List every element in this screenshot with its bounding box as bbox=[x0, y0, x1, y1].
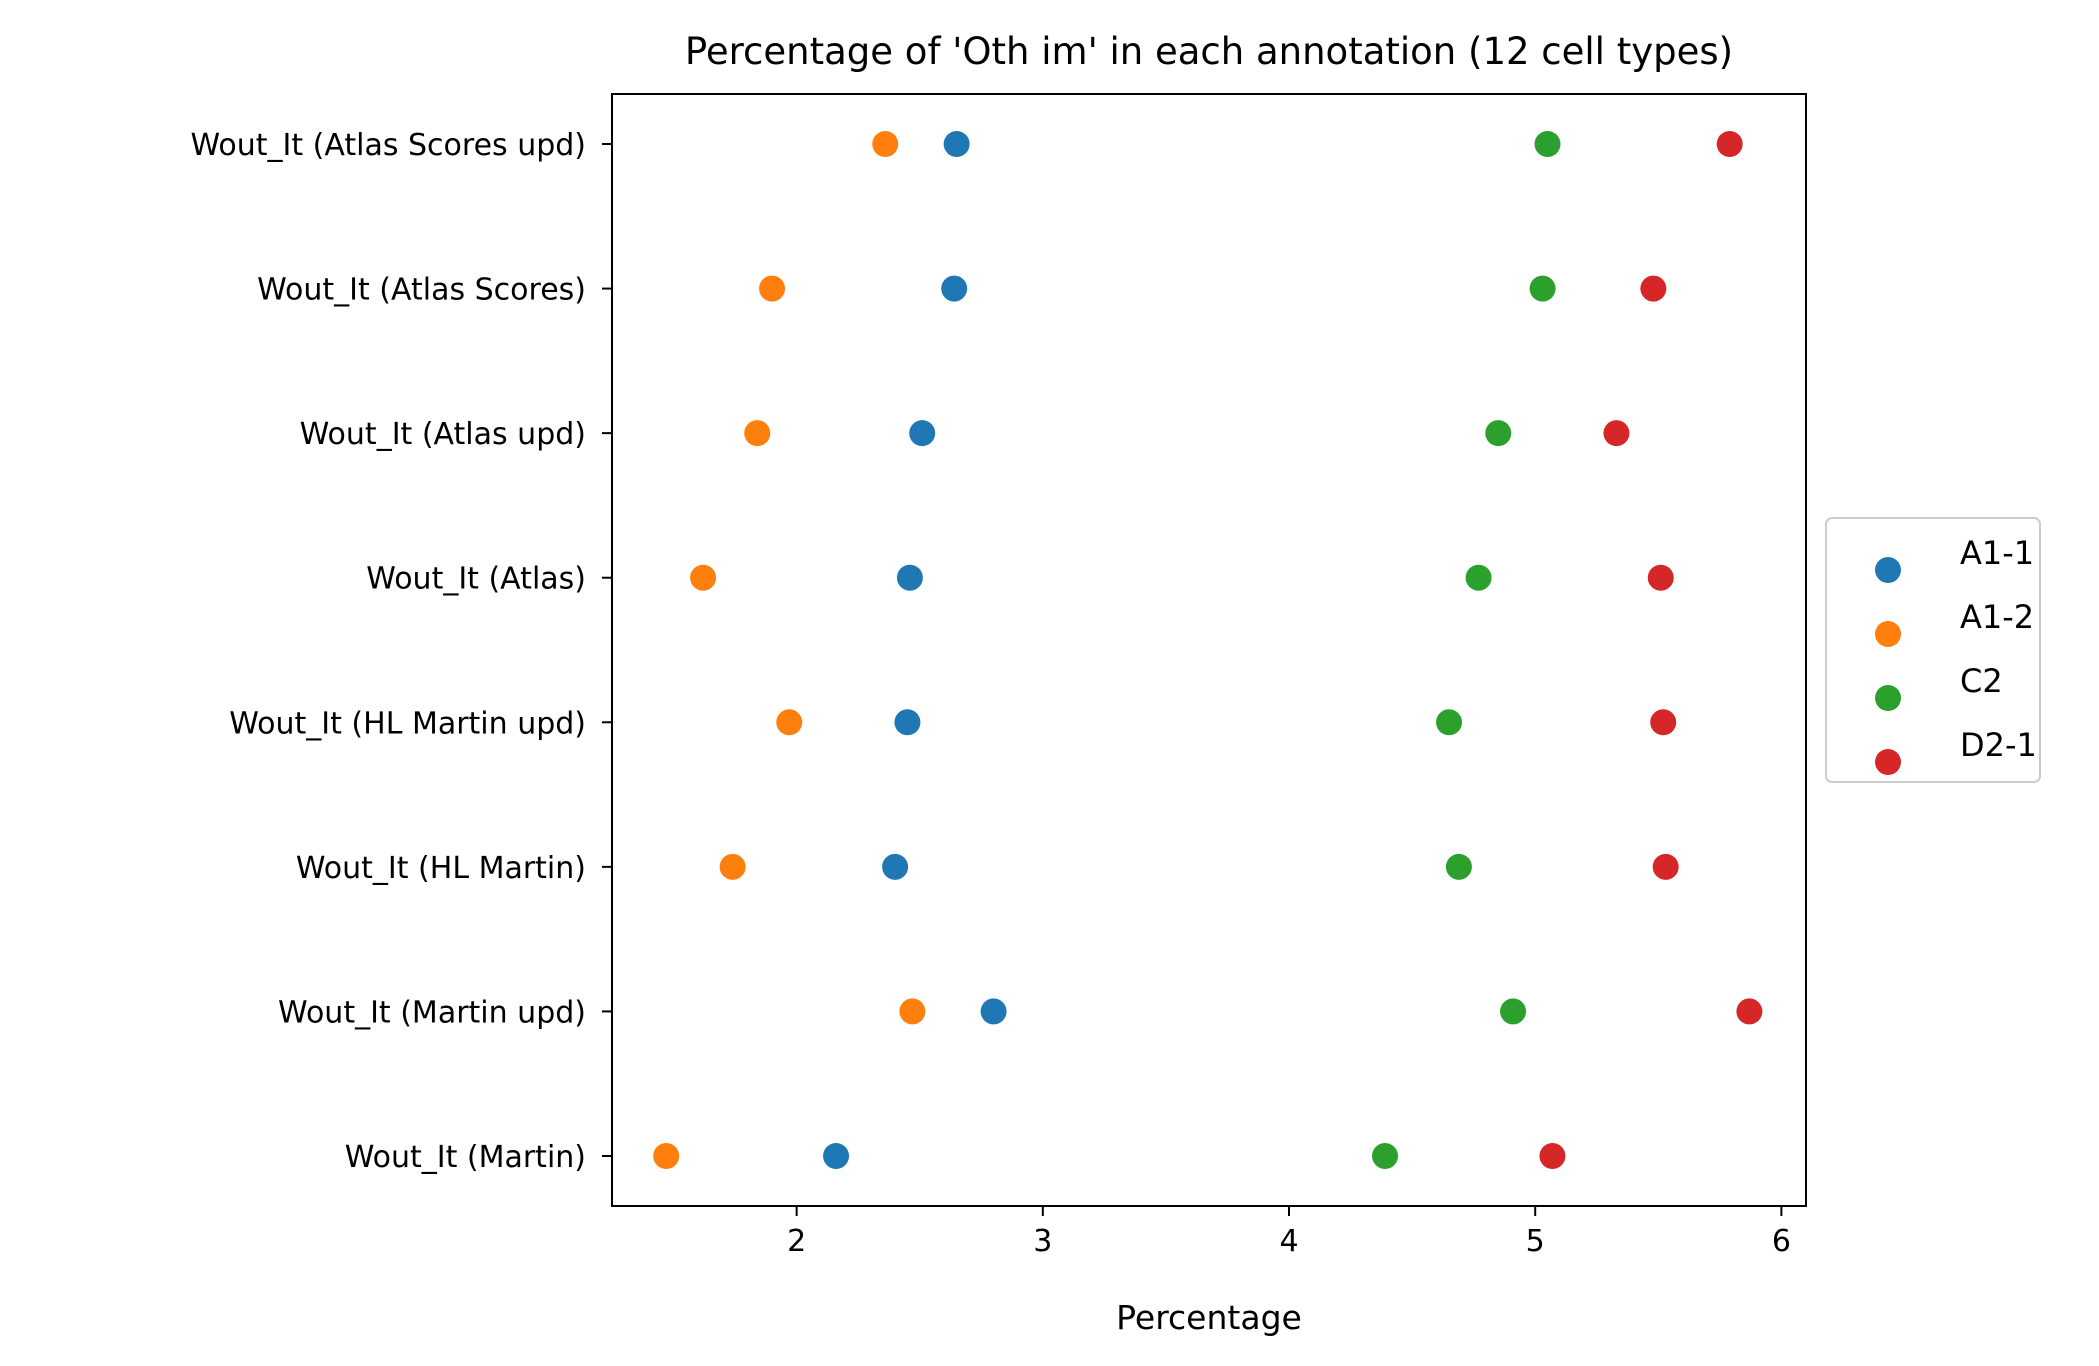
data-point-d2-1 bbox=[1650, 709, 1677, 736]
y-tick-label: Wout_It (Atlas Scores upd) bbox=[190, 128, 586, 163]
data-point-a1-2 bbox=[899, 998, 926, 1025]
data-point-a1-1 bbox=[882, 853, 909, 880]
legend-label: C2 bbox=[1960, 662, 2003, 700]
data-point-a1-1 bbox=[823, 1143, 850, 1169]
data-point-a1-2 bbox=[872, 131, 899, 157]
data-point-c2 bbox=[1485, 420, 1512, 447]
y-tick-label: Wout_It (Martin) bbox=[345, 1140, 586, 1175]
data-point-d2-1 bbox=[1736, 998, 1763, 1025]
data-point-d2-1 bbox=[1647, 564, 1674, 591]
data-point-c2 bbox=[1465, 564, 1492, 591]
y-tick-label: Wout_It (Atlas) bbox=[366, 562, 586, 597]
data-point-d2-1 bbox=[1716, 131, 1743, 157]
y-tick-label: Wout_It (Martin upd) bbox=[278, 995, 586, 1030]
x-tick-label: 3 bbox=[1033, 1224, 1052, 1259]
legend-label: A1-1 bbox=[1960, 534, 2034, 572]
data-point-c2 bbox=[1500, 998, 1527, 1025]
x-axis-label: Percentage bbox=[1116, 1298, 1302, 1337]
y-tick-label: Wout_It (Atlas upd) bbox=[300, 417, 586, 452]
data-point-c2 bbox=[1534, 131, 1561, 157]
legend-marker-c2 bbox=[1875, 685, 1901, 711]
plot-frame bbox=[611, 93, 1807, 1207]
legend-label: A1-2 bbox=[1960, 598, 2034, 636]
x-tick-label: 5 bbox=[1526, 1224, 1545, 1259]
y-tick-label: Wout_It (HL Martin) bbox=[296, 851, 586, 886]
y-tick-label: Wout_It (Atlas Scores) bbox=[257, 273, 586, 308]
data-point-a1-2 bbox=[653, 1143, 680, 1169]
data-point-a1-1 bbox=[909, 420, 936, 447]
y-tick-label: Wout_It (HL Martin upd) bbox=[229, 706, 586, 741]
data-point-d2-1 bbox=[1603, 420, 1630, 447]
data-point-c2 bbox=[1445, 853, 1472, 880]
data-point-a1-2 bbox=[690, 564, 717, 591]
data-point-d2-1 bbox=[1539, 1143, 1566, 1169]
data-point-c2 bbox=[1529, 275, 1556, 302]
x-tick-label: 6 bbox=[1772, 1224, 1791, 1259]
data-point-a1-2 bbox=[719, 853, 746, 880]
x-tick-label: 2 bbox=[787, 1224, 806, 1259]
legend-marker-a1-1 bbox=[1875, 557, 1901, 583]
data-point-a1-1 bbox=[980, 998, 1007, 1025]
data-point-a1-1 bbox=[941, 275, 968, 302]
data-point-a1-2 bbox=[776, 709, 803, 736]
data-point-d2-1 bbox=[1640, 275, 1667, 302]
data-point-c2 bbox=[1436, 709, 1463, 736]
data-point-a1-2 bbox=[744, 420, 771, 447]
data-point-a1-2 bbox=[759, 275, 786, 302]
data-point-c2 bbox=[1372, 1143, 1399, 1169]
x-tick-label: 4 bbox=[1279, 1224, 1298, 1259]
legend-marker-a1-2 bbox=[1875, 621, 1901, 647]
legend-marker-d2-1 bbox=[1875, 749, 1901, 775]
data-point-a1-1 bbox=[894, 709, 921, 736]
data-point-a1-1 bbox=[943, 131, 970, 157]
chart-title: Percentage of 'Oth im' in each annotatio… bbox=[685, 30, 1733, 73]
legend-box bbox=[1825, 517, 2041, 783]
data-point-d2-1 bbox=[1652, 853, 1679, 880]
data-point-a1-1 bbox=[896, 564, 923, 591]
legend-label: D2-1 bbox=[1960, 726, 2037, 764]
